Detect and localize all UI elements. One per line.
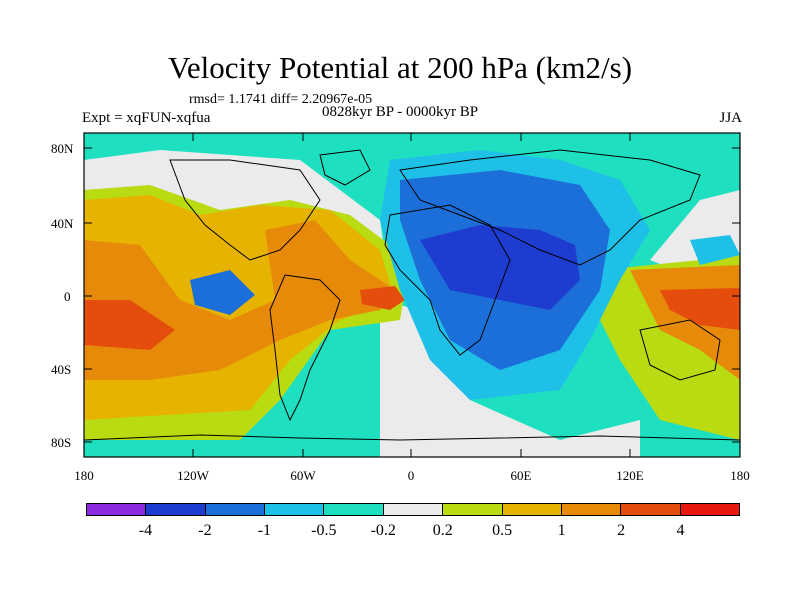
lat-label-eq: 0 xyxy=(64,289,71,304)
coastlines xyxy=(84,149,740,441)
colorbar-swatch xyxy=(561,504,622,515)
positive-region-max-west xyxy=(84,300,175,350)
negative-cell-north-pacific xyxy=(690,235,740,265)
colorbar-label: 1 xyxy=(557,522,566,539)
colorbar-swatch xyxy=(621,504,681,515)
negative-region-high xyxy=(420,225,580,310)
colorbar-label: 0.2 xyxy=(432,522,453,539)
colorbar-label: -4 xyxy=(138,522,153,539)
colorbar-swatch xyxy=(87,504,147,515)
coastline-greenland xyxy=(319,149,371,186)
colorbar-swatch xyxy=(680,504,739,515)
colorbar-swatch xyxy=(383,504,444,515)
positive-region-east-max xyxy=(660,288,740,330)
colorbar-label: -0.5 xyxy=(311,522,337,539)
experiment-label: Expt = xqFUN-xqfua xyxy=(82,110,211,126)
plot-frame xyxy=(83,132,741,458)
colorbar-swatch xyxy=(502,504,562,515)
negative-cell-east-pacific xyxy=(190,270,255,315)
colorbar xyxy=(86,503,740,516)
lat-label-80s: 80S xyxy=(51,435,72,450)
season-label: JJA xyxy=(719,110,742,126)
colorbar-swatch xyxy=(265,504,325,515)
colorbar-label: -0.2 xyxy=(370,522,396,539)
coastline-eurasia xyxy=(399,149,701,266)
colorbar-label: -1 xyxy=(257,522,272,539)
coastline-north-america xyxy=(169,159,321,261)
colorbar-label: -2 xyxy=(198,522,212,539)
colorbar-swatch xyxy=(324,504,384,515)
colorbar-swatch xyxy=(443,504,503,515)
lat-label-80n: 80N xyxy=(51,141,74,156)
colorbar-swatch xyxy=(146,504,206,515)
colorbar-label: 4 xyxy=(676,522,685,539)
lon-label-120w: 120W xyxy=(177,468,209,483)
stats-text: rmsd= 1.1741 diff= 2.20967e-05 xyxy=(189,92,373,107)
lon-label-60e: 60E xyxy=(510,468,532,483)
lat-label-40n: 40N xyxy=(51,216,74,231)
colorbar-label: 0.5 xyxy=(492,522,513,539)
colorbar-swatch xyxy=(205,504,266,515)
contour-field xyxy=(84,133,740,457)
colorbar-label: 2 xyxy=(617,522,626,539)
positive-region-max-atlantic xyxy=(360,286,405,310)
lon-label-180e: 180 xyxy=(730,468,750,483)
lat-label-40s: 40S xyxy=(51,362,72,377)
coastline-south-america xyxy=(269,274,341,422)
chart-title: Velocity Potential at 200 hPa (km2/s) xyxy=(167,50,633,85)
lon-label-120e: 120E xyxy=(616,468,644,483)
coastline-australia xyxy=(639,319,721,381)
coastline-africa xyxy=(384,204,511,356)
lon-label-0: 0 xyxy=(407,468,415,483)
lon-label-180w: 180 xyxy=(74,468,94,483)
period-label: 0828kyr BP - 0000kyr BP xyxy=(322,104,479,120)
coastline-antarctica xyxy=(84,434,740,441)
lon-label-60w: 60W xyxy=(290,468,316,483)
axis-ticks xyxy=(84,133,740,457)
